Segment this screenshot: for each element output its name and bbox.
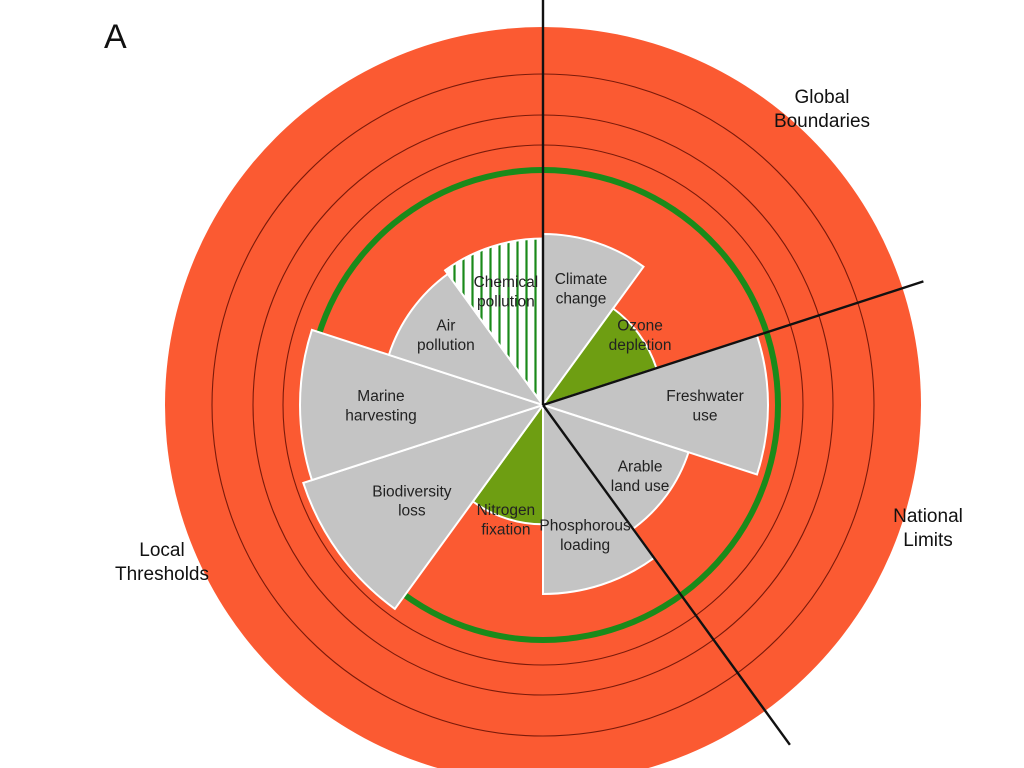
segment-label-arable-land-use: Arable land use [611, 459, 670, 495]
segment-label-chemical-pollution: Chemical pollution [474, 274, 539, 310]
segment-label-freshwater-use: Freshwater use [666, 388, 744, 424]
segment-chemical-pollution [443, 237, 544, 409]
segment-label-ozone-depletion: Ozone depletion [609, 318, 672, 354]
segment-label-biodiversity-loss: Biodiversity loss [372, 483, 451, 519]
region-label-global: Global Boundaries [774, 87, 870, 132]
region-divider-2 [542, 280, 924, 407]
segment-label-phosphorous-loading: Phosphorous loading [539, 518, 631, 554]
segment-marine-harvesting [299, 328, 547, 482]
region-dividers [541, 0, 924, 746]
segment-arable-land-use [540, 403, 690, 531]
segment-biodiversity-loss [302, 403, 546, 611]
region-labels: Global Boundaries National Limits Local Thres… [115, 87, 963, 585]
segment-label-air-pollution: Air pollution [417, 318, 475, 354]
segment-air-pollution [387, 272, 546, 407]
segment-climate-change [542, 232, 645, 409]
segment-label-nitrogen-fixation: Nitrogen fixation [477, 502, 536, 538]
panel-letter: A [104, 18, 127, 56]
boundary-segments [299, 232, 770, 611]
region-divider-3 [542, 404, 791, 746]
segment-phosphorous-loading [542, 401, 656, 596]
segment-label-marine-harvesting: Marine harvesting [345, 388, 417, 424]
segment-label-climate-change: Climate change [555, 271, 608, 307]
segment-nitrogen-fixation [471, 401, 544, 526]
segment-freshwater-use [539, 334, 770, 476]
region-label-local: Local Thresholds [115, 540, 209, 585]
segment-ozone-depletion [540, 307, 658, 407]
region-label-national: National Limits [893, 506, 963, 551]
